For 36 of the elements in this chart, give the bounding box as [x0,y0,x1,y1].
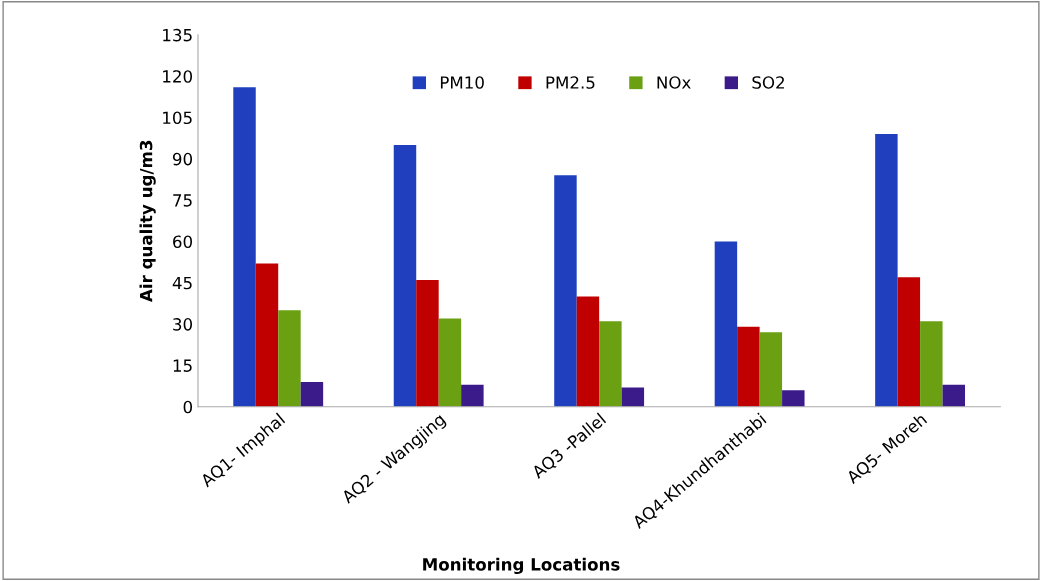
bar [714,241,738,407]
bar [300,381,324,407]
bar [782,390,805,407]
y-tick-label: 60 [173,235,193,249]
bar [278,310,301,407]
y-tick-label: 0 [183,400,193,414]
bar [438,318,462,407]
bar [897,277,921,407]
legend-label: PM2.5 [546,76,595,89]
bar [737,326,760,407]
x-axis-title: Monitoring Locations [423,557,620,575]
legend-label: PM10 [440,76,484,89]
bar [233,87,256,407]
y-tick-label: 75 [173,194,192,207]
bar [920,321,943,407]
bar [461,384,484,407]
y-axis-title: Air quality ug/m3 [139,140,156,302]
bar [759,332,783,407]
y-tick-label: 15 [173,359,192,372]
bar [621,387,645,407]
bar [576,296,600,407]
legend-label: NOx [657,76,691,89]
y-tick-label: 135 [163,28,192,42]
bar [554,175,577,407]
y-tick-label: 105 [163,111,192,125]
bar [599,321,622,407]
legend-label: SO2 [752,76,784,89]
bar [875,134,898,407]
bar [942,384,966,407]
y-tick-label: 90 [172,152,193,166]
bar [255,263,279,407]
y-tick-label: 45 [172,276,192,290]
bar [393,145,417,407]
bar [416,280,439,407]
y-tick-label: 30 [173,318,193,331]
y-tick-label: 120 [163,70,193,83]
